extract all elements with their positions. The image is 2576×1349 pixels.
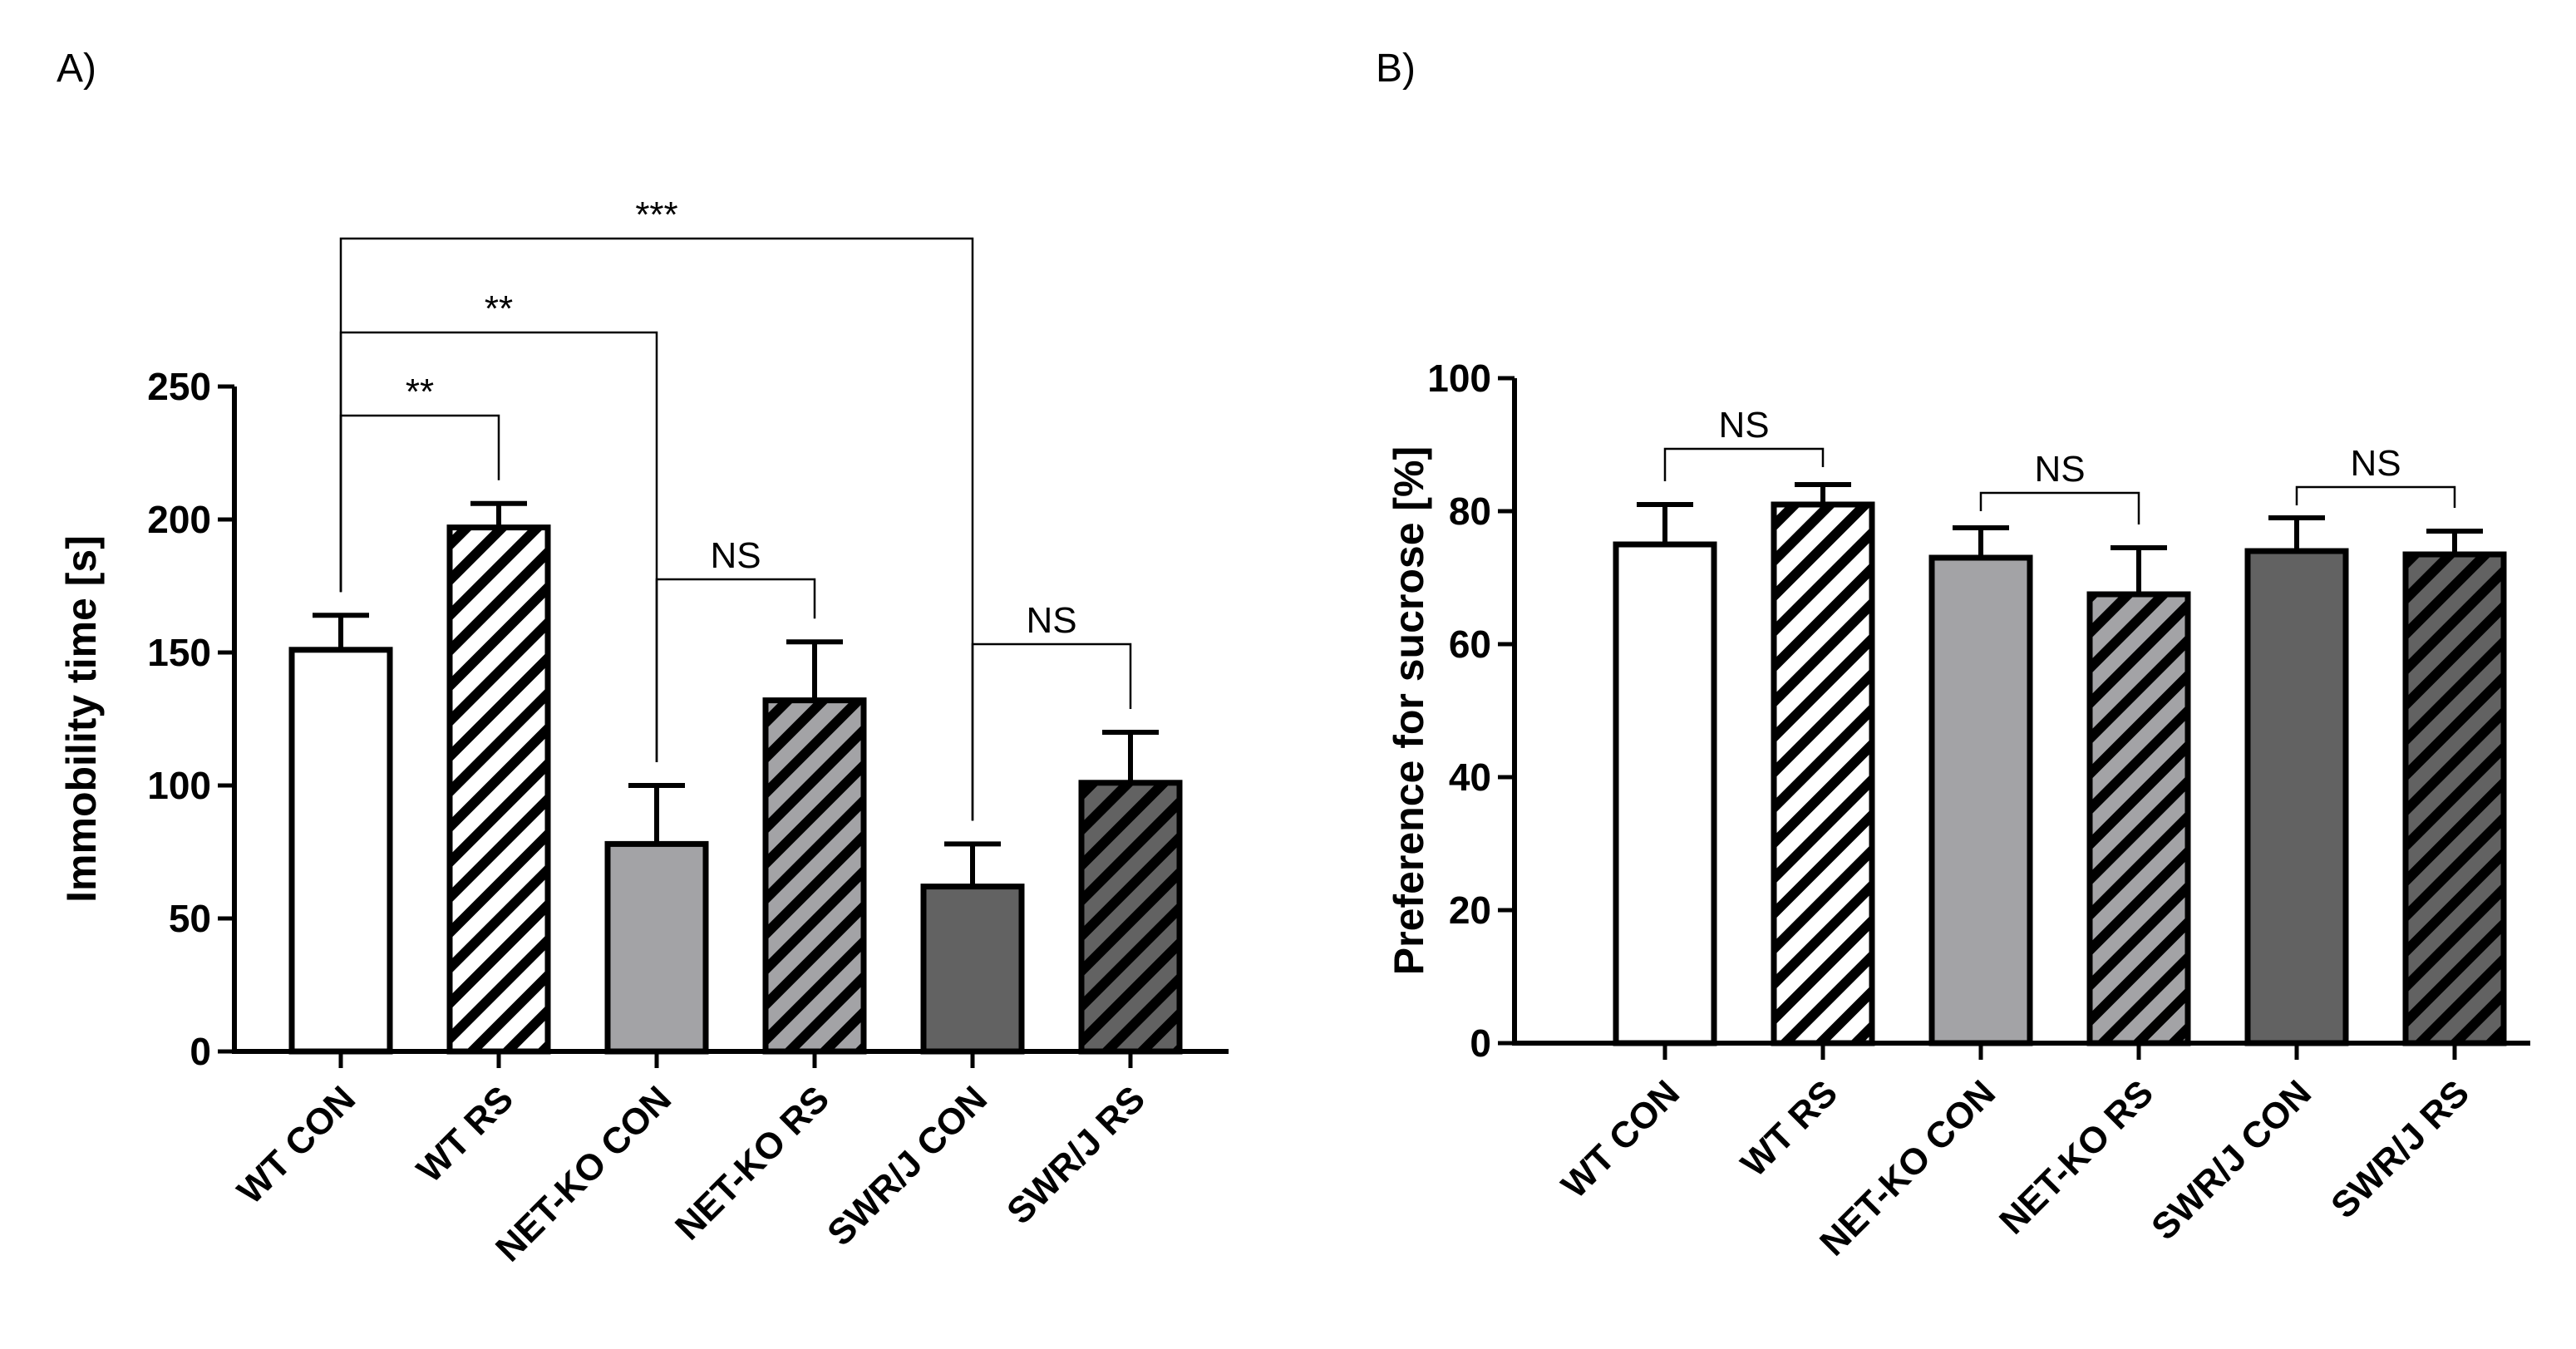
bar bbox=[2244, 548, 2349, 1046]
significance-bracket bbox=[2295, 485, 2456, 508]
bar bbox=[288, 647, 393, 1055]
category-label: WT RS bbox=[1733, 1072, 1845, 1184]
y-tick-label: 50 bbox=[169, 897, 211, 940]
y-tick-label: 0 bbox=[190, 1030, 211, 1073]
category-label: SWR/J RS bbox=[2323, 1072, 2477, 1226]
significance-label: ** bbox=[485, 288, 513, 329]
category-label: SWR/J RS bbox=[999, 1078, 1153, 1232]
y-axis-title: Immobility time [s] bbox=[58, 535, 105, 903]
bar bbox=[1078, 780, 1183, 1055]
chart-b-sucrose-preference: 0 20 40 60 80 100 Preference for sucrose [%] WT… bbox=[1386, 357, 2530, 1263]
significance-bracket bbox=[339, 237, 974, 821]
significance-label: NS bbox=[710, 535, 761, 576]
significance-bracket bbox=[655, 578, 816, 762]
category-label: SWR/J CON bbox=[2144, 1072, 2319, 1248]
bar bbox=[920, 884, 1025, 1055]
y-tick-label: 100 bbox=[147, 764, 211, 807]
y-tick-label: 150 bbox=[147, 631, 211, 674]
y-axis-title: Preference for sucrose [%] bbox=[1386, 446, 1432, 975]
category-label: WT RS bbox=[409, 1078, 521, 1190]
y-tick-label: 250 bbox=[147, 365, 211, 408]
significance-bracket bbox=[1979, 491, 2140, 524]
category-label: NET-KO RS bbox=[1992, 1072, 2161, 1242]
significance-bracket bbox=[971, 642, 1132, 821]
significance-label: NS bbox=[1718, 405, 1769, 446]
category-label: WT CON bbox=[1554, 1072, 1687, 1206]
significance-label: NS bbox=[2034, 449, 2085, 490]
bar bbox=[2402, 551, 2507, 1046]
y-tick-label: 20 bbox=[1449, 889, 1491, 932]
significance-label: NS bbox=[2350, 443, 2401, 484]
bar bbox=[762, 697, 867, 1055]
bar bbox=[1928, 554, 2033, 1046]
bar bbox=[446, 524, 551, 1055]
y-tick-label: 80 bbox=[1449, 490, 1491, 533]
category-label: NET-KO RS bbox=[667, 1078, 837, 1248]
y-tick-label: 60 bbox=[1449, 623, 1491, 666]
category-label: SWR/J CON bbox=[820, 1078, 995, 1253]
bar bbox=[2086, 591, 2191, 1046]
category-label: WT CON bbox=[229, 1078, 363, 1212]
panel-a-label: A) bbox=[57, 47, 96, 91]
significance-label: *** bbox=[635, 194, 677, 235]
bar bbox=[604, 840, 709, 1055]
significance-label: NS bbox=[1026, 600, 1076, 641]
y-tick-label: 0 bbox=[1470, 1022, 1491, 1065]
panel-b-label: B) bbox=[1376, 47, 1416, 91]
bar bbox=[1613, 541, 1717, 1046]
bar bbox=[1771, 501, 1875, 1046]
y-tick-label: 100 bbox=[1427, 357, 1491, 400]
y-tick-label: 40 bbox=[1449, 756, 1491, 799]
significance-bracket bbox=[1663, 447, 1825, 481]
y-tick-label: 200 bbox=[147, 498, 211, 541]
chart-a-immobility: 0 50 100 150 200 250 Immobility time [s] WT CON… bbox=[58, 194, 1229, 1269]
significance-label: ** bbox=[406, 372, 434, 412]
